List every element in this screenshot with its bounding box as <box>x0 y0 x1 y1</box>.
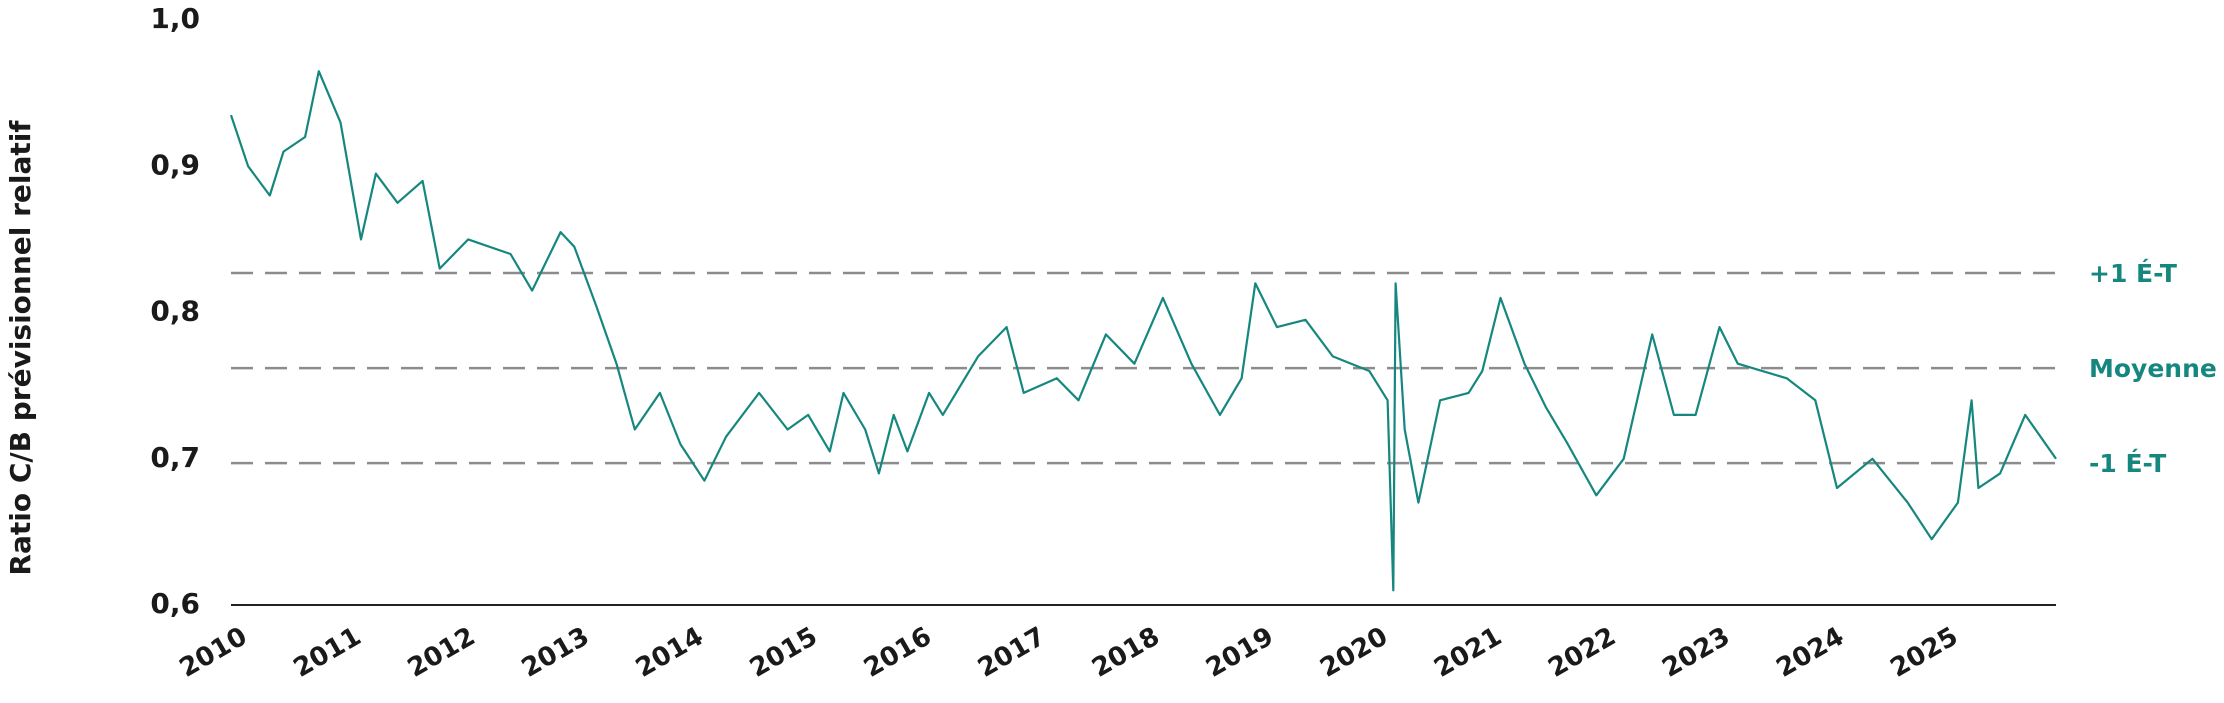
y-tick-label: 0,7 <box>150 441 200 474</box>
y-tick-label: 0,6 <box>150 587 200 620</box>
y-tick-label: 0,9 <box>150 148 200 181</box>
y-tick-label: 0,8 <box>150 295 200 328</box>
x-tick-label: 2016 <box>859 622 937 684</box>
x-tick-label: 2013 <box>517 622 595 684</box>
x-tick-label: 2024 <box>1771 622 1849 684</box>
reference-label: Moyenne <box>2089 354 2217 383</box>
x-tick-label: 2010 <box>175 622 253 684</box>
x-tick-label: 2022 <box>1543 622 1621 684</box>
x-tick-label: 2017 <box>973 622 1051 684</box>
x-tick-label: 2011 <box>289 622 367 684</box>
x-tick-label: 2021 <box>1429 622 1507 684</box>
x-tick-label: 2025 <box>1886 622 1964 684</box>
reference-label: -1 É-T <box>2089 449 2166 478</box>
x-tick-label: 2019 <box>1201 622 1279 684</box>
data-line <box>229 70 2057 592</box>
y-axis-label: Ratio C/B prévisionnel relatif <box>4 120 37 576</box>
x-tick-label: 2014 <box>631 622 709 684</box>
y-tick-label: 1,0 <box>150 2 200 35</box>
x-tick-label: 2012 <box>403 622 481 684</box>
x-tick-label: 2015 <box>745 622 823 684</box>
reference-label: +1 É-T <box>2089 259 2177 288</box>
x-tick-label: 2020 <box>1315 622 1393 684</box>
x-tick-label: 2023 <box>1657 622 1735 684</box>
x-tick-label: 2018 <box>1087 622 1165 684</box>
